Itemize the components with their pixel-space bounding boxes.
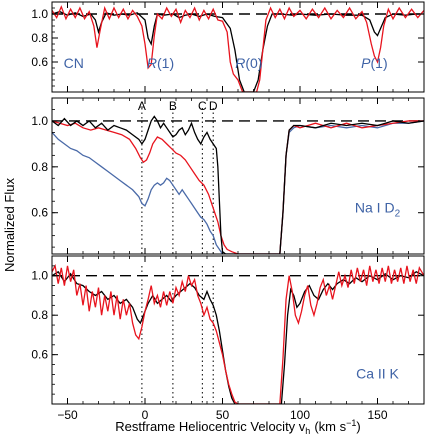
- panel-cn-label-3: P(1): [361, 55, 387, 71]
- panel-label-paren-part: (0): [245, 55, 262, 71]
- x-axis-title: Restframe Heliocentric Velocity vh (km s−…: [115, 418, 360, 436]
- panel-na-ytick-label: 0.8: [31, 160, 48, 174]
- panel-ca: 1.0 0.8 0.6 Ca II K: [31, 255, 425, 405]
- panel-na-label-0: Na I D2: [355, 200, 401, 220]
- panel-cn-label-2: R(0): [235, 55, 262, 71]
- panel-na-ytick-label: 0.6: [31, 206, 48, 220]
- panel-ca-ytick-label: 1.0: [31, 269, 48, 283]
- panel-na-series-blue: [52, 120, 424, 254]
- panel-label-subscript: 2: [395, 209, 401, 220]
- panel-ca-ytick-label: 0.6: [31, 348, 48, 362]
- figure-panels: 1.00.80.6 CN R(1) R(0) P(1)1.00.80.6A B C DNa I…: [31, 1, 425, 422]
- panel-cn-ytick-label: 1.0: [31, 7, 48, 21]
- panel-label-italic-part: P: [361, 55, 371, 71]
- x-tick-label: 0: [142, 408, 149, 422]
- panel-ca-label-0: Ca II K: [356, 365, 399, 381]
- panel-na-series-black: [52, 115, 424, 254]
- x-axis-title-unit: (km s: [314, 419, 346, 434]
- marker-label-b: B: [169, 99, 177, 113]
- x-tick-label: 100: [290, 408, 310, 422]
- panel-ca-series-red: [52, 263, 424, 404]
- panel-na: 1.0 0.8 0.6 A B C D Na I D2: [31, 97, 425, 255]
- panel-cn-label-1: R(1): [147, 55, 174, 71]
- x-axis-title-main: Restframe Heliocentric Velocity v: [115, 419, 306, 434]
- x-tick-label: 50: [216, 408, 230, 422]
- panel-cn-label-0: CN: [64, 55, 84, 71]
- panel-label-italic-part: R: [147, 55, 157, 71]
- panel-ca-ytick-label: 0.8: [31, 308, 48, 322]
- y-axis-title: Normalized Flux: [2, 178, 17, 272]
- x-axis-title-subscript: h: [305, 426, 310, 436]
- marker-label-c: C: [198, 99, 207, 113]
- panel-cn-series-red: [52, 5, 424, 92]
- x-axis-title-unit-superscript: −1: [346, 418, 356, 428]
- x-tick-label: 150: [367, 408, 387, 422]
- x-axis-title-close: ): [356, 419, 360, 434]
- panel-cn-ytick-label: 0.8: [31, 31, 48, 45]
- marker-label-a: A: [138, 99, 146, 113]
- panel-label-paren-part: (1): [371, 55, 388, 71]
- panel-cn: 1.00.80.6 CN R(1) R(0) P(1): [31, 1, 425, 93]
- marker-label-d: D: [209, 99, 218, 113]
- panel-na-series-red: [52, 120, 424, 254]
- panel-ca-series-black: [52, 270, 424, 404]
- panel-label-italic-part: R: [235, 55, 245, 71]
- panel-cn-ytick-label: 0.6: [31, 55, 48, 69]
- panel-na-ytick-label: 1.0: [31, 114, 48, 128]
- panel-label-paren-part: (1): [157, 55, 174, 71]
- x-tick-label: −50: [57, 408, 78, 422]
